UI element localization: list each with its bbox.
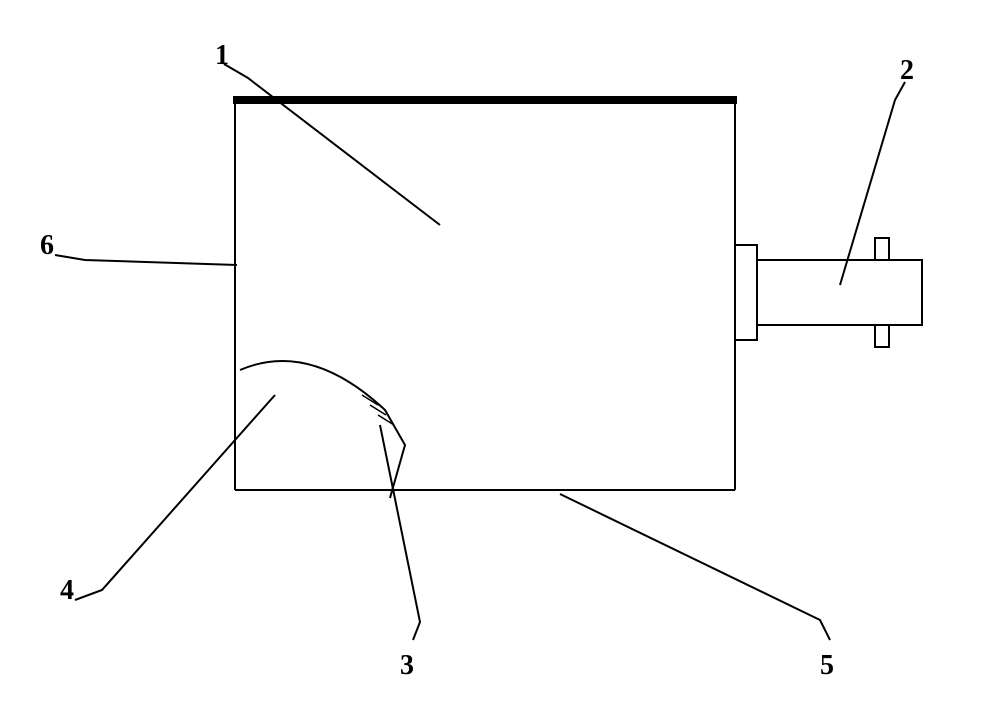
leader-5 (560, 494, 830, 640)
mount-plate (735, 245, 757, 340)
leader-1 (224, 64, 440, 225)
shaft-pin-bottom (875, 325, 889, 347)
shaft (757, 260, 922, 325)
leader-3 (380, 425, 420, 640)
main-body (233, 100, 737, 490)
callout-label-5: 5 (820, 650, 834, 682)
shaft-pin-top (875, 238, 889, 260)
leader-4 (75, 395, 275, 600)
diagram-stage: 1 2 3 4 5 6 (0, 0, 1000, 712)
callout-label-2: 2 (900, 55, 914, 87)
callout-label-6: 6 (40, 230, 54, 262)
callout-label-1: 1 (215, 40, 229, 72)
leader-2 (840, 82, 905, 285)
callout-label-3: 3 (400, 650, 414, 682)
leader-6 (55, 255, 237, 265)
callout-label-4: 4 (60, 575, 74, 607)
diagram-svg (0, 0, 1000, 712)
